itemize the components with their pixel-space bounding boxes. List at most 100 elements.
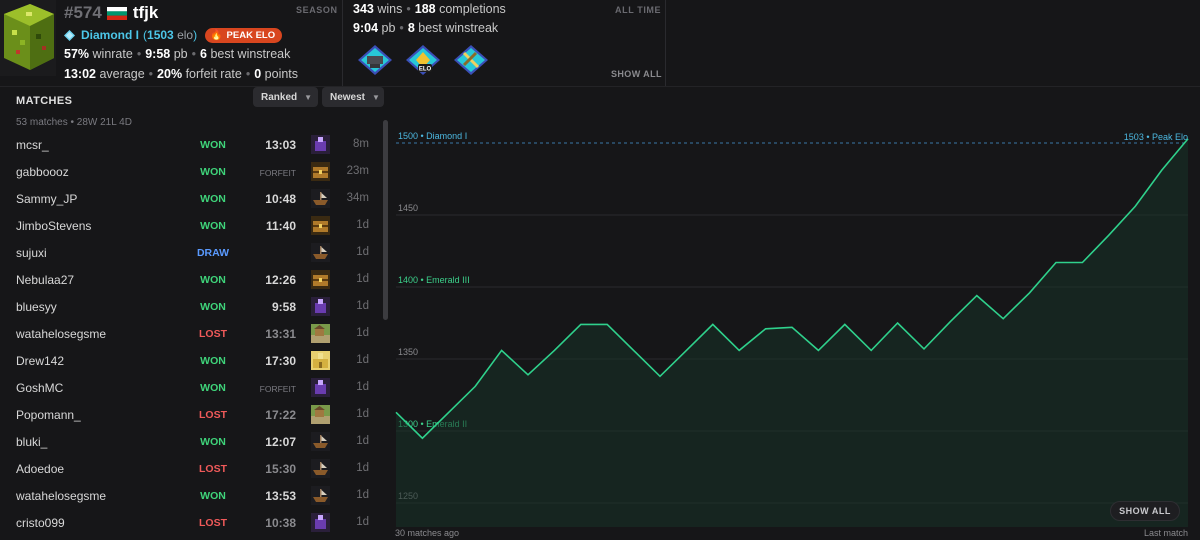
peak-elo-label: 1503 • Peak Elo [1123,132,1188,142]
pickaxe-achievement-icon[interactable] [452,44,490,76]
elo-point[interactable] [469,380,481,392]
elo-point[interactable] [786,321,798,333]
elo-point[interactable] [1024,287,1036,299]
elo-point[interactable] [707,318,719,330]
alltime-stats-line-1: 343 wins • 188 completions [353,2,506,16]
elo-point[interactable] [628,344,640,356]
match-row[interactable]: Nebulaa27 WON 12:26 1d [0,266,383,293]
leaderboard-rank: #574 [64,3,102,22]
match-row[interactable]: cristo099 LOST 10:38 1d [0,509,383,536]
match-age: 1d [356,408,369,420]
elo-achievement-icon[interactable]: ELO [404,44,442,76]
match-time: 13:53 [265,489,296,503]
match-result: LOST [199,517,227,529]
match-row[interactable]: Adoedoe LOST 15:30 1d [0,455,383,482]
opponent-name[interactable]: Nebulaa27 [16,273,75,287]
opponent-name[interactable]: bluki_ [16,435,48,449]
opponent-name[interactable]: Drew142 [16,354,65,368]
match-row[interactable]: gabboooz WON FORFEIT 23m [0,158,383,185]
match-row[interactable]: mcsr_ WON 13:03 8m [0,131,383,158]
match-row[interactable]: Drew142 WON 17:30 1d [0,347,383,374]
avatar[interactable] [0,0,56,76]
match-time: 10:38 [265,516,296,530]
match-time: 17:30 [265,354,296,368]
elo-point[interactable] [918,343,930,355]
elo-point[interactable] [390,406,402,418]
username[interactable]: tfjk [132,3,159,22]
match-row[interactable]: bluki_ WON 12:07 1d [0,428,383,455]
match-type-dropdown[interactable]: Ranked ▼ [253,87,318,107]
match-row[interactable]: watahelosegsme LOST 13:31 1d [0,320,383,347]
elo-point[interactable] [1103,229,1115,241]
match-row[interactable]: JimboStevens WON 11:40 1d [0,212,383,239]
match-result: WON [200,193,226,205]
opponent-name[interactable]: GoshMC [16,381,64,395]
elo-point[interactable] [997,313,1009,325]
opponent-name[interactable]: watahelosegsme [16,327,107,341]
opponent-name[interactable]: mcsr_ [16,138,49,152]
match-age: 1d [356,246,369,258]
opponent-name[interactable]: Sammy_JP [16,192,78,206]
season-stats-line-1: 57% winrate • 9:58 pb • 6 best winstreak [64,47,291,61]
elo-point[interactable] [1050,257,1062,269]
elo-point[interactable] [812,344,824,356]
achievements-row: ELO [356,44,490,76]
opponent-name[interactable]: bluesyy [16,300,57,314]
y-tick-label: 1300 • Emerald II [398,419,467,429]
match-age: 1d [356,300,369,312]
elo-point[interactable] [1156,164,1168,176]
divider [0,86,1200,87]
match-row[interactable]: sujuxi DRAW 1d [0,239,383,266]
alltime-stats: 343 wins • 188 completions 9:04 pb • 8 best … [353,0,506,38]
matches-summary: 53 matches • 28W 21L 4D [16,117,132,128]
show-all-achievements-button[interactable]: SHOW ALL [611,69,662,79]
elo-point[interactable] [680,344,692,356]
elo-value: (1503 elo) [143,28,198,42]
elo-point[interactable] [839,318,851,330]
opponent-name[interactable]: gabboooz [16,165,69,179]
match-row[interactable]: Popomann_ LOST 17:22 1d [0,401,383,428]
elo-point[interactable] [654,370,666,382]
match-row[interactable]: bluesyy WON 9:58 1d [0,293,383,320]
elo-point[interactable] [522,369,534,381]
elo-point[interactable] [575,318,587,330]
show-all-chart-button[interactable]: SHOW ALL [1110,501,1180,521]
match-result: WON [200,166,226,178]
elo-point[interactable] [733,344,745,356]
y-tick-label: 1450 [398,203,418,213]
elo-point[interactable] [443,406,455,418]
y-tick-label: 1350 [398,347,418,357]
elo-point[interactable] [892,317,904,329]
seed-type-icon [311,216,330,235]
elo-point[interactable] [1129,200,1141,212]
elo-point[interactable] [944,316,956,328]
sort-dropdown[interactable]: Newest ▼ [322,87,384,107]
elo-point[interactable] [865,344,877,356]
match-row[interactable]: Sammy_JP WON 10:48 34m [0,185,383,212]
elo-point[interactable] [1076,257,1088,269]
seed-type-icon [311,405,330,424]
elo-point[interactable] [601,318,613,330]
elo-point[interactable] [548,344,560,356]
elo-point[interactable] [496,344,508,356]
match-age: 1d [356,273,369,285]
opponent-name[interactable]: cristo099 [16,516,65,530]
opponent-name[interactable]: JimboStevens [16,219,92,233]
matches-title: MATCHES [16,95,73,107]
match-age: 1d [356,489,369,501]
opponent-name[interactable]: Popomann_ [16,408,81,422]
opponent-name[interactable]: watahelosegsme [16,489,107,503]
match-row[interactable]: watahelosegsme WON 13:53 1d [0,482,383,509]
opponent-name[interactable]: sujuxi [16,246,47,260]
match-time: 15:30 [265,462,296,476]
match-time: 10:48 [265,192,296,206]
match-age: 1d [356,516,369,528]
scrollbar[interactable] [383,120,388,320]
anvil-achievement-icon[interactable] [356,44,394,76]
elo-point[interactable] [760,323,772,335]
elo-point[interactable] [971,290,983,302]
elo-point[interactable] [416,432,428,444]
opponent-name[interactable]: Adoedoe [16,462,65,476]
match-row[interactable]: GoshMC WON FORFEIT 1d [0,374,383,401]
elo-area [396,138,1188,527]
